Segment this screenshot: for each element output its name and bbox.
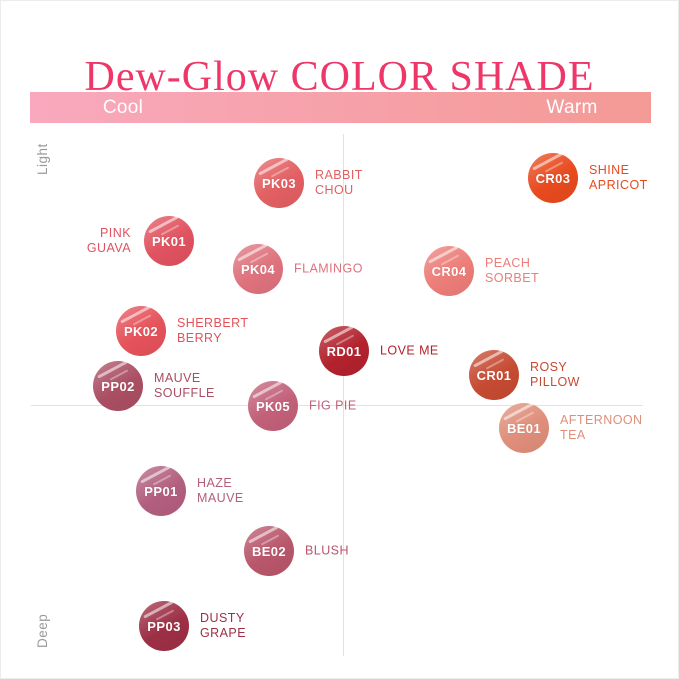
shade-code: CR01	[476, 367, 512, 383]
shade-point-cr03: CR03	[528, 152, 578, 203]
shade-code: PP02	[101, 378, 135, 394]
shade-name-label: MAUVE SOUFFLE	[154, 371, 215, 401]
shade-name-label: SHINE APRICOT	[589, 163, 648, 193]
shade-name-label: AFTERNOON TEA	[560, 413, 643, 443]
shade-code: PK03	[261, 175, 297, 191]
shade-point-cr04: CR04	[424, 245, 474, 296]
shade-name-label: HAZE MAUVE	[197, 476, 244, 506]
shade-name-label: RABBIT CHOU	[315, 168, 363, 198]
shade-point-pk05: PK05	[248, 380, 298, 431]
shade-code: CR04	[431, 263, 467, 279]
shade-code: BE01	[506, 420, 542, 436]
shade-point-rd01: RD01	[319, 325, 369, 376]
deep-axis-label: Deep	[35, 613, 50, 649]
shade-name-label: FIG PIE	[309, 399, 357, 414]
shade-name-line: BERRY	[177, 331, 223, 345]
shade-name-line: PEACH	[485, 256, 531, 270]
shade-name-line: SORBET	[485, 271, 540, 285]
shade-name-line: SOUFFLE	[154, 386, 215, 400]
shade-name-label: PINK GUAVA	[87, 226, 131, 256]
shade-code: CR03	[535, 170, 571, 186]
shade-name-line: HAZE	[197, 476, 233, 490]
shade-name-line: APRICOT	[589, 178, 648, 192]
vertical-gridline	[343, 134, 344, 656]
shade-name-line: AFTERNOON	[560, 413, 643, 427]
shade-name-line: TEA	[560, 428, 586, 442]
shade-name-line: MAUVE	[197, 491, 244, 505]
shade-point-cr01: CR01	[469, 349, 519, 400]
shade-code: BE02	[251, 543, 287, 559]
shade-name-label: PEACH SORBET	[485, 256, 539, 286]
shade-name-line: GRAPE	[200, 626, 247, 640]
shade-point-be01: BE01	[499, 402, 549, 453]
horizontal-gridline	[31, 405, 643, 406]
shade-name-line: LOVE ME	[380, 343, 439, 358]
shade-code: RD01	[326, 343, 362, 359]
shade-point-be02: BE02	[244, 525, 294, 576]
shade-name-line: SHINE	[589, 163, 630, 177]
shade-name-label: DUSTY GRAPE	[200, 611, 246, 641]
shade-point-pp01: PP01	[136, 465, 186, 516]
shade-code: PK05	[255, 398, 291, 414]
shade-name-line: DUSTY	[200, 611, 245, 625]
shade-name-line: SHERBERT	[177, 316, 249, 330]
shade-name-line: ROSY	[530, 360, 568, 374]
shade-point-pp02: PP02	[93, 360, 143, 411]
shade-point-pk02: PK02	[116, 305, 166, 356]
shade-name-label: ROSY PILLOW	[530, 360, 580, 390]
shade-point-pk01: PK01	[144, 215, 194, 266]
shade-name-label: SHERBERT BERRY	[177, 316, 248, 346]
shade-name-line: PILLOW	[530, 375, 580, 389]
shade-name-line: BLUSH	[305, 543, 349, 558]
shade-code: PK04	[240, 261, 276, 277]
shade-name-line: CHOU	[315, 183, 354, 197]
light-axis-label: Light	[35, 143, 50, 175]
shade-code: PK01	[151, 233, 187, 249]
shade-name-line: MAUVE	[154, 371, 201, 385]
shade-name-line: GUAVA	[86, 241, 131, 255]
shade-point-pk04: PK04	[233, 243, 283, 294]
shade-point-pp03: PP03	[139, 600, 189, 651]
shade-name-label: FLAMINGO	[294, 262, 363, 277]
cool-axis-label: Cool	[102, 96, 144, 118]
cool-warm-gradient-bar: Cool Warm	[30, 92, 651, 123]
shade-name-line: FIG PIE	[309, 398, 357, 413]
shade-name-line: PINK	[100, 226, 131, 240]
shade-code: PK02	[123, 323, 159, 339]
warm-axis-label: Warm	[546, 96, 598, 118]
shade-name-line: RABBIT	[315, 168, 363, 182]
shade-name-line: FLAMINGO	[294, 261, 363, 276]
shade-name-label: BLUSH	[305, 544, 349, 559]
shade-code: PP03	[147, 618, 181, 634]
shade-name-label: LOVE ME	[380, 344, 439, 359]
shade-point-pk03: PK03	[254, 157, 304, 208]
shade-code: PP01	[144, 483, 178, 499]
